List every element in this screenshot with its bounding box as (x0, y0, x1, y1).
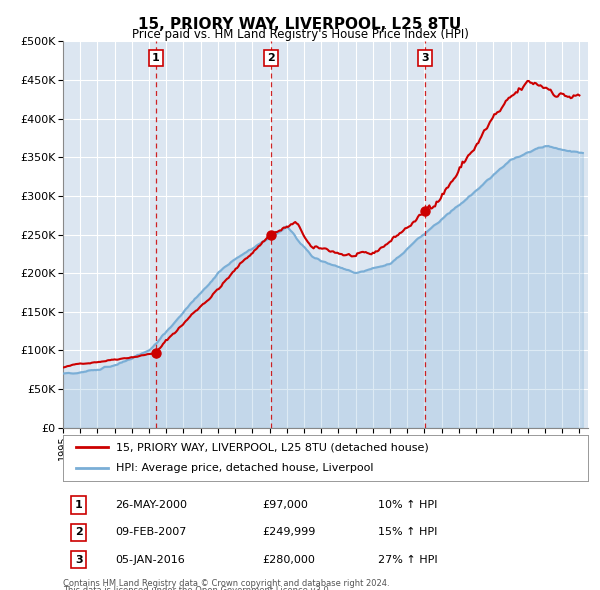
Text: 15, PRIORY WAY, LIVERPOOL, L25 8TU (detached house): 15, PRIORY WAY, LIVERPOOL, L25 8TU (deta… (115, 442, 428, 453)
Text: £97,000: £97,000 (263, 500, 308, 510)
Text: 26-MAY-2000: 26-MAY-2000 (115, 500, 187, 510)
Text: 15, PRIORY WAY, LIVERPOOL, L25 8TU: 15, PRIORY WAY, LIVERPOOL, L25 8TU (139, 17, 461, 31)
Text: HPI: Average price, detached house, Liverpool: HPI: Average price, detached house, Live… (115, 463, 373, 473)
Text: 05-JAN-2016: 05-JAN-2016 (115, 555, 185, 565)
Text: 09-FEB-2007: 09-FEB-2007 (115, 527, 187, 537)
Text: 3: 3 (75, 555, 83, 565)
Text: 27% ↑ HPI: 27% ↑ HPI (378, 555, 437, 565)
Text: This data is licensed under the Open Government Licence v3.0.: This data is licensed under the Open Gov… (63, 586, 331, 590)
Text: 3: 3 (421, 53, 429, 63)
Text: 15% ↑ HPI: 15% ↑ HPI (378, 527, 437, 537)
Text: 2: 2 (75, 527, 83, 537)
Text: 2: 2 (268, 53, 275, 63)
Text: £249,999: £249,999 (263, 527, 316, 537)
Text: Price paid vs. HM Land Registry's House Price Index (HPI): Price paid vs. HM Land Registry's House … (131, 28, 469, 41)
Text: £280,000: £280,000 (263, 555, 316, 565)
Text: 10% ↑ HPI: 10% ↑ HPI (378, 500, 437, 510)
Text: Contains HM Land Registry data © Crown copyright and database right 2024.: Contains HM Land Registry data © Crown c… (63, 579, 389, 588)
Text: 1: 1 (152, 53, 160, 63)
Text: 1: 1 (75, 500, 83, 510)
